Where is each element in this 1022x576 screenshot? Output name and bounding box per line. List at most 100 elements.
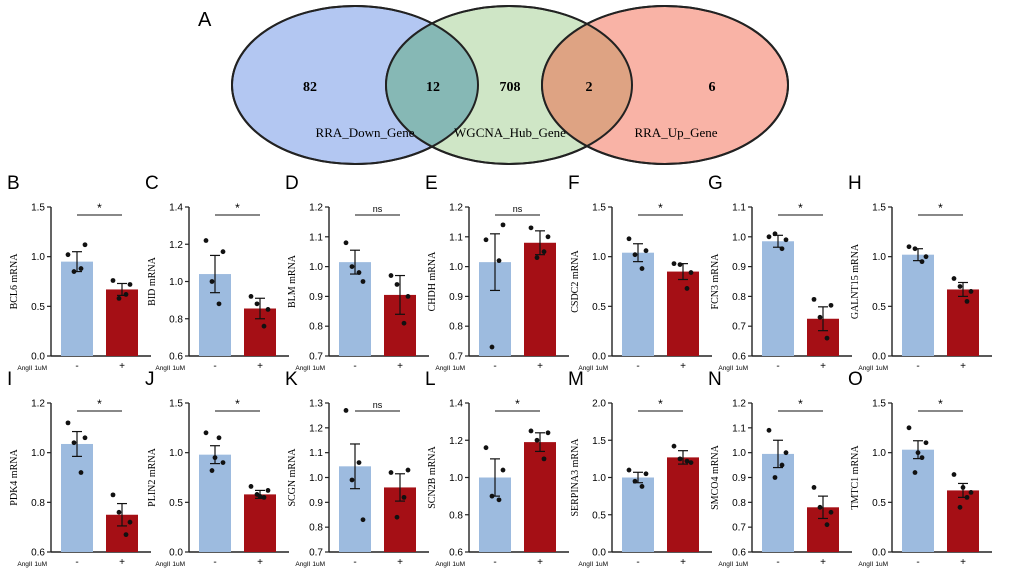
y-tick-label: 0.7 [449,352,463,363]
data-point [964,298,970,304]
y-tick-label: 0.8 [31,498,45,509]
data-point [489,493,495,499]
bar-control [339,262,371,356]
data-point [828,509,834,515]
treatment-label: AngII 1uM [155,561,185,568]
treatment-label: AngII 1uM [295,561,325,568]
x-tick-label: + [537,361,543,372]
bar-control [622,252,654,356]
y-tick-label: 1.5 [872,399,886,410]
data-point [968,490,974,495]
data-point [265,488,271,493]
y-tick-label: 1.5 [31,203,45,214]
y-tick-label: 0.8 [449,510,463,521]
data-point [671,443,677,449]
y-tick-label: 0.8 [732,498,746,509]
data-point [349,264,355,269]
data-point [209,468,215,473]
data-point [71,269,77,274]
bar-control [902,254,934,356]
panel-letter: K [285,369,298,390]
data-point [677,456,683,462]
data-point [405,467,411,473]
bar-control [622,477,654,552]
data-point [349,477,355,483]
y-tick-label: 1.1 [732,423,746,434]
panel-letter: B [7,173,20,194]
y-axis-label: SERPINA3 mRNA [570,438,581,517]
venn-diagram: A 82 12 708 2 6 RRA_Down_Gene WGCNA_Hub_… [198,5,789,165]
panel-g: G FCN3 mRNA 0.6 0.7 0.8 0.9 1.0 1.1 - + AngII 1uM * [708,173,852,372]
y-tick-label: 0.9 [449,292,463,303]
panel-j: J PLIN2 mRNA 0.0 0.5 1.0 1.5 - + AngII 1uM * [145,369,289,568]
x-tick-label: - [213,557,216,568]
panel-letter: I [7,369,12,390]
panel-c: C BID mRNA 0.6 0.8 1.0 1.2 1.4 - + AngII 1uM * [145,173,289,372]
treatment-label: AngII 1uM [578,365,608,372]
bar-control [902,449,934,552]
panel-letter-a: A [198,9,212,31]
y-axis-label: PLIN2 mRNA [147,447,158,506]
x-tick-label: - [353,361,356,372]
treatment-label: AngII 1uM [155,365,185,372]
data-point [528,225,534,231]
data-point [960,485,966,490]
y-tick-label: 0.8 [309,322,323,333]
x-tick-label: - [636,361,639,372]
data-point [405,294,411,299]
data-point [643,471,649,477]
data-point [82,242,88,248]
y-tick-label: 1.1 [732,203,746,214]
data-point [772,231,778,237]
data-point [71,440,77,446]
data-point [811,485,817,490]
y-tick-label: 0.8 [309,523,323,534]
treatment-label: AngII 1uM [718,365,748,372]
data-point [964,494,970,500]
panel-letter: M [568,369,584,390]
data-point [203,238,209,243]
treatment-label: AngII 1uM [17,365,47,372]
data-point [779,246,785,252]
y-tick-label: 1.0 [872,252,886,263]
panel-letter: E [425,173,438,194]
x-tick-label: + [257,557,263,568]
x-tick-label: - [493,361,496,372]
y-tick-label: 1.2 [732,399,746,410]
data-point [110,492,116,498]
data-point [343,240,349,246]
x-tick-label: + [119,557,125,568]
data-point [116,509,122,515]
y-tick-label: 1.2 [309,423,323,434]
data-point [545,430,551,436]
significance-label: * [235,397,240,411]
bar-treated [524,442,556,552]
significance-label: * [235,201,240,215]
data-point [688,460,694,465]
data-point [684,458,690,464]
bar-treated [106,289,138,356]
data-point [356,460,362,465]
treatment-label: AngII 1uM [858,561,888,568]
significance-label: * [798,201,803,215]
data-point [248,294,254,299]
x-tick-label: + [257,361,263,372]
bar-chart-panels: B BCL6 mRNA 0.0 0.5 1.0 1.5 - + AngII 1uM * C BID m… [7,173,992,568]
y-tick-label: 1.0 [449,262,463,273]
panel-b: B BCL6 mRNA 0.0 0.5 1.0 1.5 - + AngII 1uM * [7,173,151,372]
x-tick-label: + [680,361,686,372]
data-point [632,252,638,258]
y-axis-label: SCGN mRNA [287,448,298,507]
y-tick-label: 0.6 [449,548,463,559]
x-tick-label: - [75,557,78,568]
y-tick-label: 0.7 [732,523,746,534]
y-tick-label: 1.4 [169,203,183,214]
data-point [766,427,772,433]
y-tick-label: 1.0 [732,448,746,459]
data-point [500,467,506,473]
data-point [534,255,540,261]
y-tick-label: 1.0 [31,448,45,459]
panel-h: H GALNT15 mRNA 0.0 0.5 1.0 1.5 - + AngII 1uM * [848,173,992,372]
panel-letter: J [145,369,155,390]
y-tick-label: 0.0 [592,352,606,363]
